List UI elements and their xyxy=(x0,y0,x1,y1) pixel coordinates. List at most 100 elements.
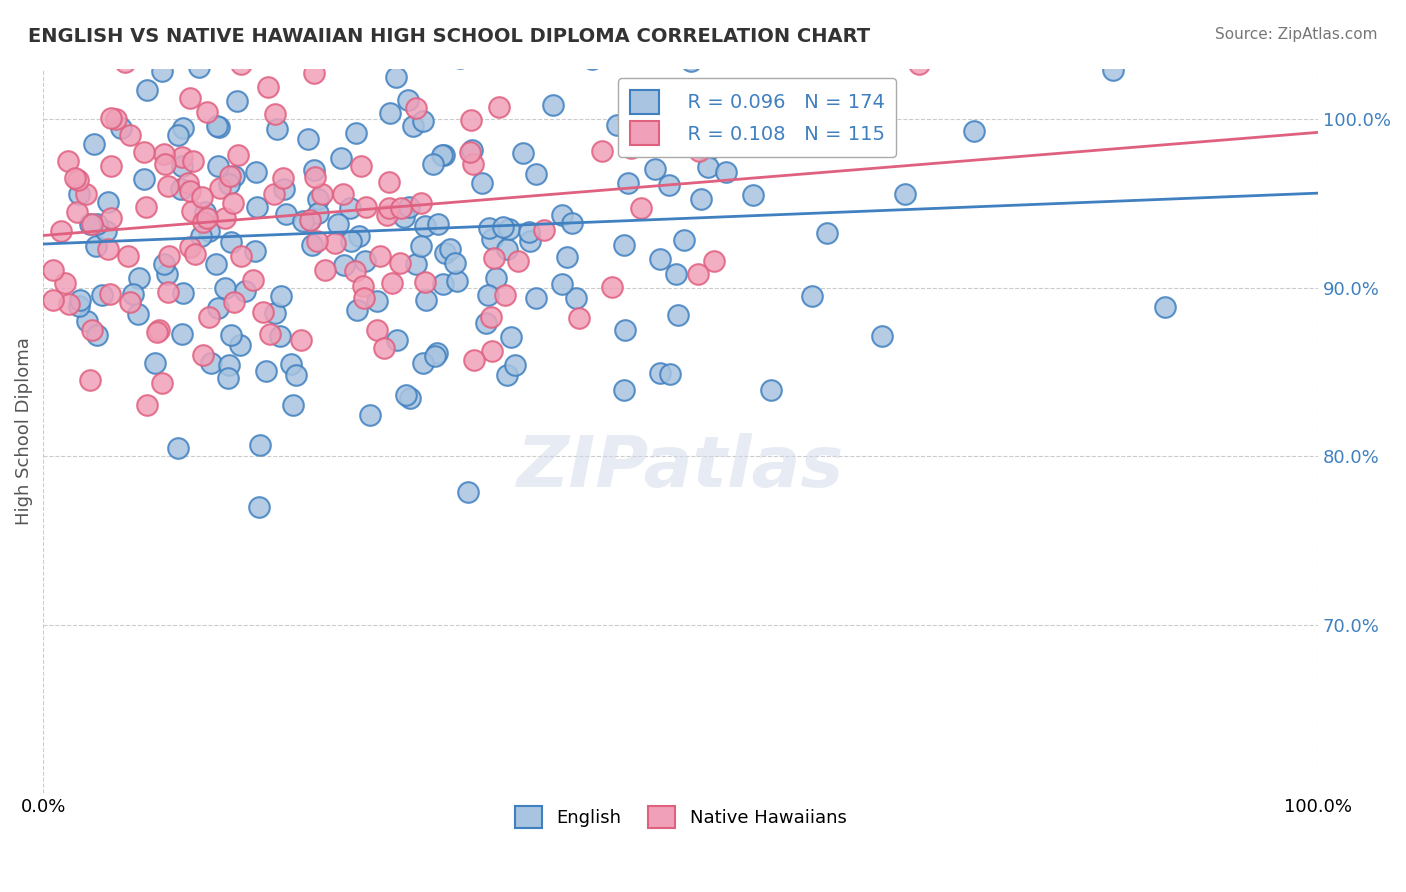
Point xyxy=(86,217,108,231)
Point xyxy=(195,105,218,120)
Point xyxy=(617,176,640,190)
Point xyxy=(166,441,188,455)
Point xyxy=(689,193,711,207)
Text: ZIPatlas: ZIPatlas xyxy=(517,433,845,501)
Point xyxy=(561,216,583,230)
Point xyxy=(214,211,236,226)
Point xyxy=(214,281,236,295)
Point xyxy=(461,157,484,171)
Y-axis label: High School Diploma: High School Diploma xyxy=(15,337,32,524)
Point xyxy=(169,182,191,196)
Point xyxy=(366,294,388,309)
Point xyxy=(630,201,652,215)
Point xyxy=(100,211,122,225)
Point xyxy=(120,294,142,309)
Point xyxy=(179,240,201,254)
Point xyxy=(156,267,179,281)
Point xyxy=(449,51,471,65)
Point xyxy=(524,291,547,305)
Point xyxy=(356,46,378,61)
Point xyxy=(648,366,671,380)
Point xyxy=(330,35,353,49)
Point xyxy=(180,204,202,219)
Point xyxy=(63,170,86,185)
Point xyxy=(801,289,824,303)
Point xyxy=(179,184,201,198)
Point xyxy=(330,151,353,165)
Point xyxy=(181,153,204,168)
Point xyxy=(76,314,98,328)
Point xyxy=(228,337,250,351)
Point xyxy=(117,249,139,263)
Point xyxy=(217,371,239,385)
Point xyxy=(145,356,167,370)
Point xyxy=(318,36,340,50)
Point xyxy=(179,90,201,104)
Point xyxy=(405,101,427,115)
Point xyxy=(565,291,588,305)
Point xyxy=(544,0,567,14)
Point xyxy=(328,217,350,231)
Point xyxy=(200,355,222,369)
Point xyxy=(479,310,502,325)
Point xyxy=(475,316,498,330)
Point xyxy=(49,224,72,238)
Point xyxy=(298,212,321,227)
Point xyxy=(292,213,315,227)
Point xyxy=(333,258,356,272)
Point xyxy=(389,201,412,215)
Point xyxy=(135,200,157,214)
Point xyxy=(308,193,330,207)
Point xyxy=(496,242,519,256)
Point xyxy=(207,160,229,174)
Point xyxy=(79,217,101,231)
Point xyxy=(323,236,346,251)
Point xyxy=(517,225,540,239)
Legend: English, Native Hawaiians: English, Native Hawaiians xyxy=(508,798,853,835)
Point xyxy=(714,165,737,179)
Point xyxy=(172,286,194,301)
Point xyxy=(551,277,574,291)
Point xyxy=(426,345,449,359)
Point xyxy=(204,258,226,272)
Point xyxy=(183,246,205,260)
Point xyxy=(494,288,516,302)
Point xyxy=(499,329,522,343)
Point xyxy=(671,126,693,140)
Point xyxy=(132,145,155,159)
Point xyxy=(392,211,415,225)
Point xyxy=(482,252,505,266)
Point xyxy=(423,349,446,363)
Point xyxy=(198,224,221,238)
Point xyxy=(302,163,325,178)
Point xyxy=(378,201,401,215)
Point xyxy=(352,279,374,293)
Point xyxy=(492,220,515,235)
Point xyxy=(127,307,149,321)
Point xyxy=(457,485,479,500)
Point xyxy=(150,64,173,78)
Point xyxy=(385,333,408,347)
Point xyxy=(198,310,221,324)
Point xyxy=(567,311,589,326)
Point xyxy=(224,295,246,310)
Point xyxy=(194,204,217,219)
Point xyxy=(290,333,312,347)
Point xyxy=(349,159,371,173)
Point xyxy=(697,160,720,174)
Point xyxy=(366,323,388,337)
Point xyxy=(229,249,252,263)
Point xyxy=(503,358,526,372)
Point xyxy=(208,120,231,134)
Point xyxy=(396,93,419,107)
Point xyxy=(524,167,547,181)
Point xyxy=(658,178,681,192)
Point xyxy=(555,251,578,265)
Point xyxy=(219,169,242,183)
Point xyxy=(226,147,249,161)
Point xyxy=(172,121,194,136)
Point xyxy=(218,178,240,192)
Point xyxy=(295,43,318,57)
Point xyxy=(191,348,214,362)
Point xyxy=(481,232,503,246)
